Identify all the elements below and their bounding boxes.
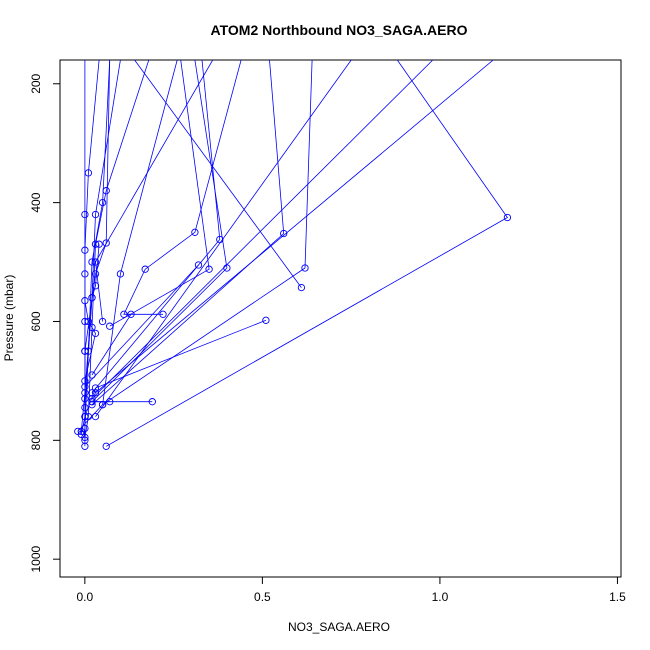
- y-axis: 200 400 600 800 1000: [29, 73, 61, 573]
- plot-frame: [59, 59, 622, 578]
- series-line-15: [134, 60, 302, 288]
- y-tick-label: 800: [29, 430, 43, 450]
- series-line-12: [102, 60, 313, 406]
- x-tick-label: 1.5: [609, 590, 626, 604]
- series-line-10: [95, 60, 352, 417]
- data-point: [88, 389, 96, 397]
- series-line-20: [84, 264, 199, 388]
- series-line-13: [91, 60, 221, 394]
- data-point: [127, 310, 135, 318]
- data-point: [91, 412, 100, 421]
- data-point: [102, 239, 110, 247]
- x-axis: 0.0 0.5 1.0 1.5: [77, 576, 626, 604]
- data-point: [503, 213, 512, 222]
- data-point: [280, 229, 288, 238]
- data-point: [88, 323, 96, 332]
- x-axis-title: NO3_SAGA.AERO: [288, 620, 390, 634]
- data-point: [91, 329, 100, 338]
- data-point: [81, 436, 89, 444]
- y-axis-title: Pressure (mbar): [2, 275, 16, 362]
- data-point: [223, 264, 231, 272]
- data-point: [116, 270, 125, 278]
- series-line-21: [91, 314, 132, 376]
- data-point: [148, 398, 156, 406]
- data-point: [98, 317, 107, 326]
- data-point: [81, 412, 89, 421]
- series-line-9: [106, 60, 508, 447]
- data-point: [301, 264, 309, 272]
- y-tick-label: 400: [29, 192, 43, 212]
- series-line-14: [123, 60, 242, 315]
- y-tick-label: 200: [29, 73, 43, 93]
- series-line-11: [91, 60, 285, 405]
- x-tick-label: 1.0: [432, 590, 449, 604]
- data-point: [91, 270, 100, 278]
- series-line-22: [84, 60, 111, 399]
- series-line-24: [84, 300, 96, 381]
- data-point: [91, 210, 100, 219]
- data-point: [262, 316, 270, 324]
- data-point: [81, 210, 89, 219]
- x-tick-label: 0.0: [77, 590, 94, 604]
- data-point: [106, 322, 114, 330]
- y-tick-label: 1000: [29, 546, 43, 573]
- series-line-7: [95, 60, 494, 394]
- data-point: [88, 294, 96, 302]
- data-point: [95, 240, 103, 248]
- data-point: [216, 235, 224, 244]
- data-point: [120, 310, 128, 318]
- data-point: [141, 265, 149, 273]
- series-line-23: [84, 244, 100, 408]
- x-tick-label: 0.5: [254, 590, 271, 604]
- data-point: [91, 384, 100, 392]
- data-point: [159, 310, 167, 318]
- series-line-5: [77, 60, 178, 432]
- data-point: [102, 187, 110, 195]
- data-point: [91, 282, 100, 290]
- data-point: [194, 261, 203, 269]
- data-point: [91, 258, 100, 266]
- data-point: [88, 371, 96, 379]
- series-line-16: [109, 60, 210, 327]
- series-line-8: [91, 60, 434, 399]
- data-point: [81, 403, 89, 412]
- y-tick-label: 600: [29, 311, 43, 331]
- series-layer: [74, 60, 512, 450]
- data-point: [205, 265, 213, 273]
- data-point: [81, 270, 89, 278]
- data-point: [81, 297, 89, 305]
- chart-title: ATOM2 Northbound NO3_SAGA.AERO: [211, 22, 468, 38]
- data-point: [81, 377, 89, 385]
- data-point: [84, 317, 93, 326]
- data-point: [98, 198, 107, 207]
- data-point: [191, 228, 199, 236]
- series-line-6: [95, 60, 214, 322]
- data-point: [297, 283, 306, 292]
- data-point: [74, 427, 82, 436]
- data-point: [81, 347, 89, 355]
- data-point: [102, 442, 110, 450]
